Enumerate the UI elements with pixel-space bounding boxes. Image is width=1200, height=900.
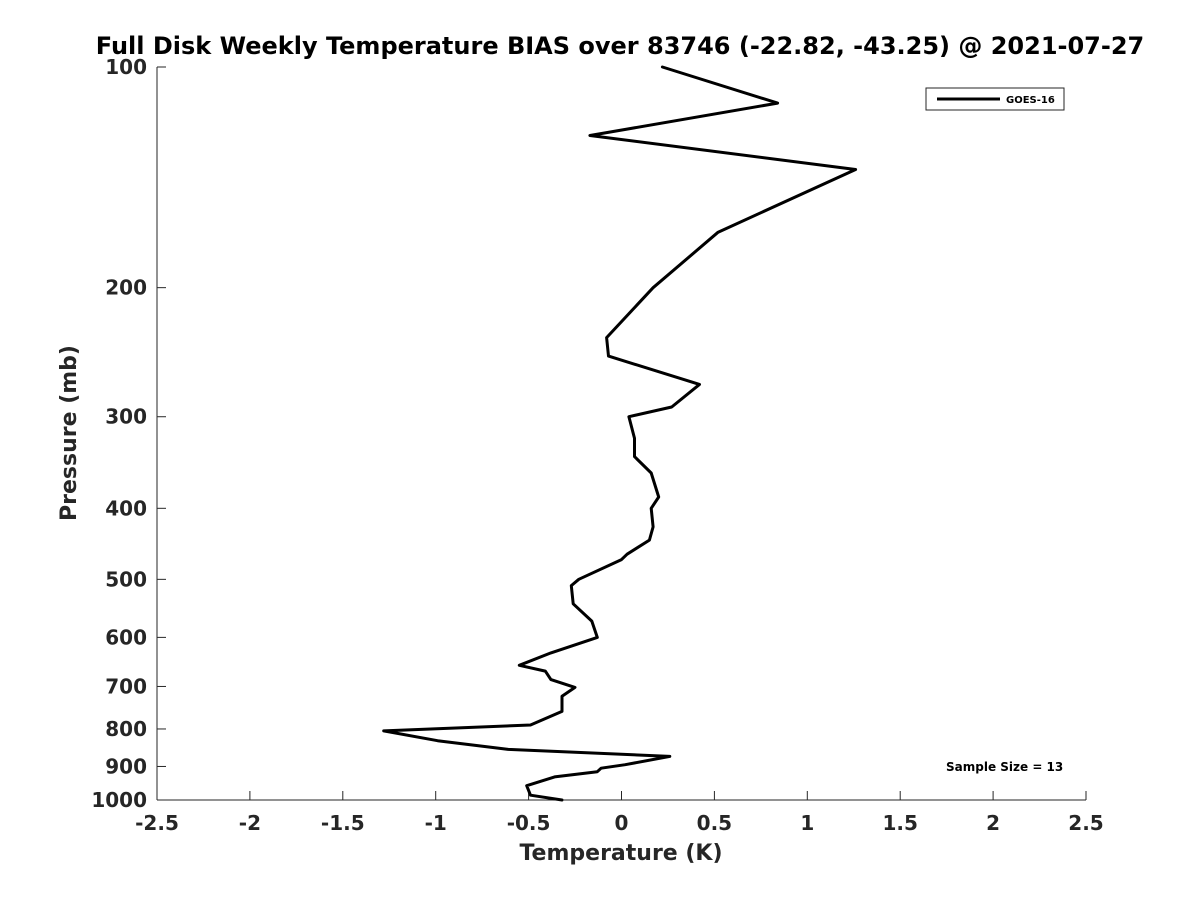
y-tick-label: 700 bbox=[105, 674, 147, 698]
series-layer bbox=[382, 65, 858, 802]
x-tick-label: -0.5 bbox=[507, 811, 551, 835]
x-axis-ticks: -2.5 -2 -1.5 -1 -0.5 0 0.5 1 1.5 2 2.5 bbox=[135, 791, 1104, 835]
legend: GOES-16 bbox=[925, 87, 1065, 111]
y-tick-label: 1000 bbox=[91, 788, 147, 812]
y-tick-label: 500 bbox=[105, 567, 147, 591]
chart-title: Full Disk Weekly Temperature BIAS over 8… bbox=[96, 32, 1144, 60]
series-line-goes-16 bbox=[382, 65, 858, 802]
y-axis-label: Pressure (mb) bbox=[57, 345, 82, 521]
y-tick-label: 600 bbox=[105, 625, 147, 649]
y-tick-label: 300 bbox=[105, 405, 147, 429]
x-tick-label: 2.5 bbox=[1068, 811, 1103, 835]
legend-label-goes-16: GOES-16 bbox=[1006, 95, 1055, 106]
x-tick-label: 0.5 bbox=[697, 811, 732, 835]
plot-area bbox=[156, 67, 1086, 801]
y-tick-label: 800 bbox=[105, 717, 147, 741]
sample-size-annotation: Sample Size = 13 bbox=[946, 760, 1063, 774]
x-tick-label: 0 bbox=[615, 811, 629, 835]
x-axis-label: Temperature (K) bbox=[519, 841, 722, 866]
x-tick-label: -1 bbox=[425, 811, 447, 835]
x-tick-label: -2 bbox=[239, 811, 261, 835]
y-tick-label: 100 bbox=[105, 55, 147, 79]
x-tick-label: 2 bbox=[986, 811, 1000, 835]
y-tick-label: 400 bbox=[105, 496, 147, 520]
x-tick-label: 1.5 bbox=[882, 811, 917, 835]
y-axis-ticks: 100 200 300 400 500 600 700 800 900 1000 bbox=[91, 55, 166, 812]
x-tick-label: -2.5 bbox=[135, 811, 179, 835]
x-tick-label: -1.5 bbox=[321, 811, 365, 835]
y-tick-label: 900 bbox=[105, 754, 147, 778]
y-tick-label: 200 bbox=[105, 276, 147, 300]
x-tick-label: 1 bbox=[800, 811, 814, 835]
